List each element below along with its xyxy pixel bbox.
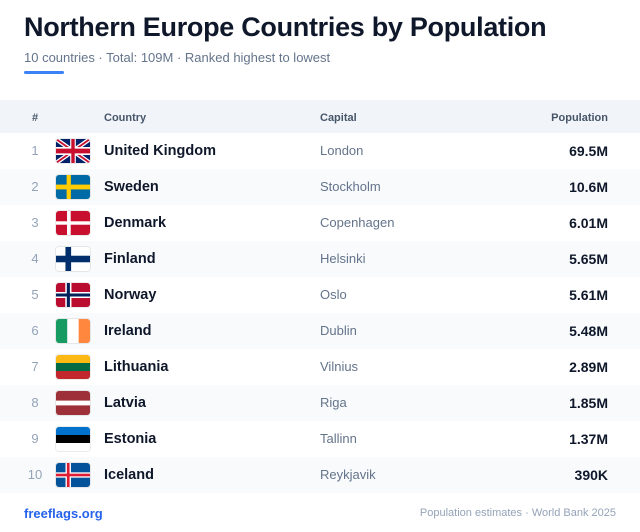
flag-iceland-icon <box>56 463 90 487</box>
table-row: 2 Sweden Stockholm 10.6M <box>0 169 640 205</box>
country-cell: United Kingdom <box>104 143 216 159</box>
table-row: 10 Iceland Reykjavik 390K <box>0 457 640 493</box>
population-cell: 5.48M <box>569 323 608 339</box>
flag-norway-icon <box>56 283 90 307</box>
rank-cell: 6 <box>31 323 39 338</box>
population-cell: 5.61M <box>569 287 608 303</box>
flag-lithuania-icon <box>56 355 90 379</box>
flag-ireland-icon <box>56 319 90 343</box>
table-row: 5 Norway Oslo 5.61M <box>0 277 640 313</box>
capital-cell: Reykjavik <box>320 467 376 482</box>
column-header-rank: # <box>31 112 39 124</box>
rank-cell: 1 <box>31 143 39 158</box>
population-cell: 1.85M <box>569 395 608 411</box>
table-row: 7 Lithuania Vilnius 2.89M <box>0 349 640 385</box>
rank-cell: 9 <box>31 431 39 446</box>
population-cell: 10.6M <box>569 179 608 195</box>
capital-cell: Stockholm <box>320 179 381 194</box>
capital-cell: Oslo <box>320 287 347 302</box>
column-header-population: Population <box>551 112 608 124</box>
rank-cell: 5 <box>31 287 39 302</box>
table-row: 3 Denmark Copenhagen 6.01M <box>0 205 640 241</box>
rank-cell: 7 <box>31 359 39 374</box>
table-row: 8 Latvia Riga 1.85M <box>0 385 640 421</box>
rank-cell: 4 <box>31 251 39 266</box>
title-accent-bar <box>24 71 64 74</box>
flag-sweden-icon <box>56 175 90 199</box>
rank-cell: 3 <box>31 215 39 230</box>
population-cell: 2.89M <box>569 359 608 375</box>
flag-united-kingdom-icon <box>56 139 90 163</box>
country-cell: Denmark <box>104 215 167 231</box>
country-cell: Estonia <box>104 431 157 447</box>
population-table: # Country Capital Population 1 United Ki… <box>0 100 640 493</box>
country-cell: Norway <box>104 287 157 303</box>
page-subtitle: 10 countries · Total: 109M · Ranked high… <box>24 50 331 65</box>
flag-latvia-icon <box>56 391 90 415</box>
country-cell: Finland <box>104 251 156 267</box>
rank-cell: 8 <box>31 395 39 410</box>
capital-cell: Tallinn <box>320 431 357 446</box>
column-header-country: Country <box>104 112 147 124</box>
population-cell: 1.37M <box>569 431 608 447</box>
table-header: # Country Capital Population <box>0 100 640 133</box>
capital-cell: Dublin <box>320 323 357 338</box>
page-title: Northern Europe Countries by Population <box>24 12 547 42</box>
rank-cell: 10 <box>27 467 43 482</box>
source-link[interactable]: freeflags.org <box>24 506 103 521</box>
country-cell: Sweden <box>104 179 159 195</box>
capital-cell: Helsinki <box>320 251 366 266</box>
capital-cell: Vilnius <box>320 359 359 374</box>
table-row: 4 Finland Helsinki 5.65M <box>0 241 640 277</box>
population-cell: 69.5M <box>569 143 608 159</box>
capital-cell: Copenhagen <box>320 215 395 230</box>
country-cell: Lithuania <box>104 359 169 375</box>
population-cell: 5.65M <box>569 251 608 267</box>
population-cell: 390K <box>574 467 608 483</box>
column-header-capital: Capital <box>320 112 357 124</box>
flag-estonia-icon <box>56 427 90 451</box>
table-row: 1 United Kingdom London 69.5M <box>0 133 640 169</box>
country-cell: Latvia <box>104 395 146 411</box>
rank-cell: 2 <box>31 179 39 194</box>
flag-denmark-icon <box>56 211 90 235</box>
country-cell: Iceland <box>104 467 154 483</box>
country-cell: Ireland <box>104 323 152 339</box>
capital-cell: Riga <box>320 395 347 410</box>
table-row: 9 Estonia Tallinn 1.37M <box>0 421 640 457</box>
table-row: 6 Ireland Dublin 5.48M <box>0 313 640 349</box>
source-note: Population estimates · World Bank 2025 <box>419 507 616 519</box>
capital-cell: London <box>320 143 364 158</box>
population-cell: 6.01M <box>569 215 608 231</box>
flag-finland-icon <box>56 247 90 271</box>
